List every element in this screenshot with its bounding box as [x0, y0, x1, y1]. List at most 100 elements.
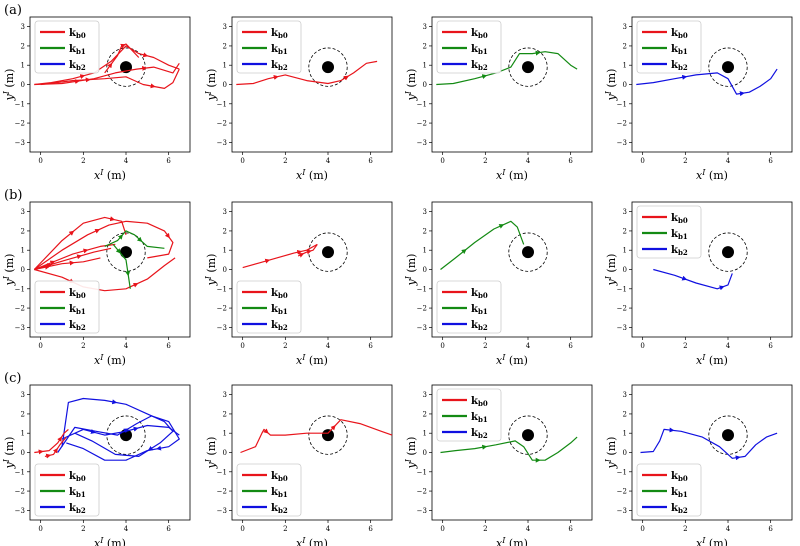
obstacle [722, 429, 734, 442]
x-tick-label: 2 [683, 157, 687, 165]
subplot-b4: 0 2 4 6 −3 −2 −1 0 1 2 3 xI (m) yI (m) kb0 kb1 kb2 [604, 201, 793, 367]
x-tick-label: 4 [526, 342, 531, 350]
x-tick-label: 2 [483, 342, 487, 350]
legend-label-kb2: kb2 [471, 320, 488, 332]
legend: kb0 kb1 kb2 [236, 463, 302, 517]
x-axis-label: xI (m) [496, 353, 528, 367]
y-tick-label: −3 [417, 139, 427, 147]
trajectory-kb0 [240, 419, 393, 454]
legend: kb0 kb1 kb2 [636, 20, 702, 74]
x-tick-label: 6 [768, 342, 773, 350]
subplot-grid: 0 2 4 6 −3 −2 −1 0 1 2 3 xI (m) yI (m) kb0 kb1 kb2 0 2 4 6 −… [2, 16, 793, 546]
y-axis-label: yI (m) [404, 69, 418, 102]
legend-box [636, 20, 702, 74]
y-tick-label: 3 [223, 23, 227, 31]
obstacle-boundary [308, 232, 348, 272]
y-axis-label: yI (m) [204, 437, 218, 470]
legend-label-kb2: kb2 [69, 320, 86, 332]
subplot-a4: 0 2 4 6 −3 −2 −1 0 1 2 3 xI (m) yI (m) kb0 kb1 kb2 [604, 16, 793, 182]
trajectory-kb2 [61, 397, 174, 457]
x-axis-label: xI (m) [296, 168, 328, 182]
y-tick-label: −3 [417, 507, 427, 515]
y-tick-label: 0 [223, 81, 227, 89]
x-axis-label: xI (m) [696, 168, 728, 182]
y-tick-label: 0 [21, 449, 25, 457]
obstacle [722, 246, 734, 259]
y-tick-label: −3 [617, 507, 627, 515]
legend-label-kb0: kb0 [671, 471, 688, 483]
x-axis-label: xI (m) [94, 536, 126, 546]
y-tick-label: −1 [617, 285, 627, 293]
y-tick-label: −3 [15, 139, 25, 147]
x-tick-label: 6 [166, 525, 171, 533]
y-axis-label: yI (m) [2, 69, 16, 102]
legend-label-kb2: kb2 [671, 503, 688, 515]
y-tick-label: −2 [617, 488, 627, 496]
x-tick-label: 0 [440, 157, 444, 165]
subplot-b1: 0 2 4 6 −3 −2 −1 0 1 2 3 xI (m) yI (m) kb0 kb1 kb2 [2, 201, 191, 367]
trajectory-kb0 [34, 428, 69, 454]
x-axis-label: xI (m) [94, 353, 126, 367]
legend-label-kb1: kb1 [69, 44, 86, 56]
legend-box [436, 388, 502, 442]
legend-label-kb1: kb1 [271, 304, 288, 316]
y-tick-label: 0 [623, 449, 627, 457]
y-tick-label: −1 [15, 100, 25, 108]
legend-label-kb2: kb2 [69, 60, 86, 72]
y-tick-label: 2 [21, 410, 25, 418]
legend-label-kb1: kb1 [471, 304, 488, 316]
y-tick-label: 1 [21, 430, 25, 438]
x-tick-label: 2 [81, 525, 85, 533]
y-tick-label: 3 [423, 391, 427, 399]
x-tick-label: 4 [326, 525, 331, 533]
y-tick-label: 2 [223, 410, 227, 418]
legend-label-kb1: kb1 [471, 44, 488, 56]
x-tick-label: 6 [368, 157, 373, 165]
x-tick-label: 4 [326, 157, 331, 165]
obstacle [722, 61, 734, 74]
trajectory-kb0 [33, 216, 127, 270]
y-tick-label: −2 [15, 305, 25, 313]
obstacle [322, 61, 334, 74]
obstacle-boundary [508, 232, 548, 272]
subplot-c4: 0 2 4 6 −3 −2 −1 0 1 2 3 xI (m) yI (m) kb0 kb1 kb2 [604, 384, 793, 546]
x-axis-label: xI (m) [94, 168, 126, 182]
trajectory-kb0 [40, 68, 180, 89]
legend-label-kb1: kb1 [671, 44, 688, 56]
x-tick-label: 6 [568, 342, 573, 350]
x-tick-label: 6 [166, 342, 171, 350]
obstacle [322, 246, 334, 259]
y-tick-label: −3 [617, 139, 627, 147]
x-tick-label: 6 [768, 157, 773, 165]
obstacle-boundary [708, 232, 748, 272]
legend-label-kb0: kb0 [471, 396, 488, 408]
legend-box [236, 463, 302, 517]
y-tick-label: 3 [21, 391, 25, 399]
row-label-b: (b) [4, 188, 22, 203]
legend-label-kb2: kb2 [271, 60, 288, 72]
x-tick-label: 2 [81, 342, 85, 350]
x-tick-label: 4 [124, 342, 129, 350]
x-axis-label: xI (m) [696, 536, 728, 546]
y-tick-label: −2 [417, 488, 427, 496]
y-tick-label: 2 [623, 42, 627, 50]
y-tick-label: 1 [21, 62, 25, 70]
legend-label-kb1: kb1 [671, 487, 688, 499]
x-tick-label: 6 [368, 342, 373, 350]
legend-label-kb1: kb1 [271, 44, 288, 56]
x-tick-label: 2 [683, 342, 687, 350]
trajectory-kb2 [61, 424, 180, 440]
legend-label-kb0: kb0 [69, 288, 86, 300]
subplot-c1: 0 2 4 6 −3 −2 −1 0 1 2 3 xI (m) yI (m) kb0 kb1 kb2 [2, 384, 191, 546]
y-tick-label: −1 [617, 468, 627, 476]
x-axis-label: xI (m) [496, 536, 528, 546]
subplot-b3: 0 2 4 6 −3 −2 −1 0 1 2 3 xI (m) yI (m) kb0 kb1 kb2 [404, 201, 593, 367]
legend-box [436, 20, 502, 74]
y-tick-label: −3 [15, 507, 25, 515]
trajectory-kb2 [57, 415, 180, 461]
y-tick-label: −1 [217, 100, 227, 108]
x-tick-label: 6 [768, 525, 773, 533]
x-tick-label: 2 [283, 342, 287, 350]
legend: kb0 kb1 kb2 [236, 280, 302, 334]
y-tick-label: 0 [423, 449, 427, 457]
